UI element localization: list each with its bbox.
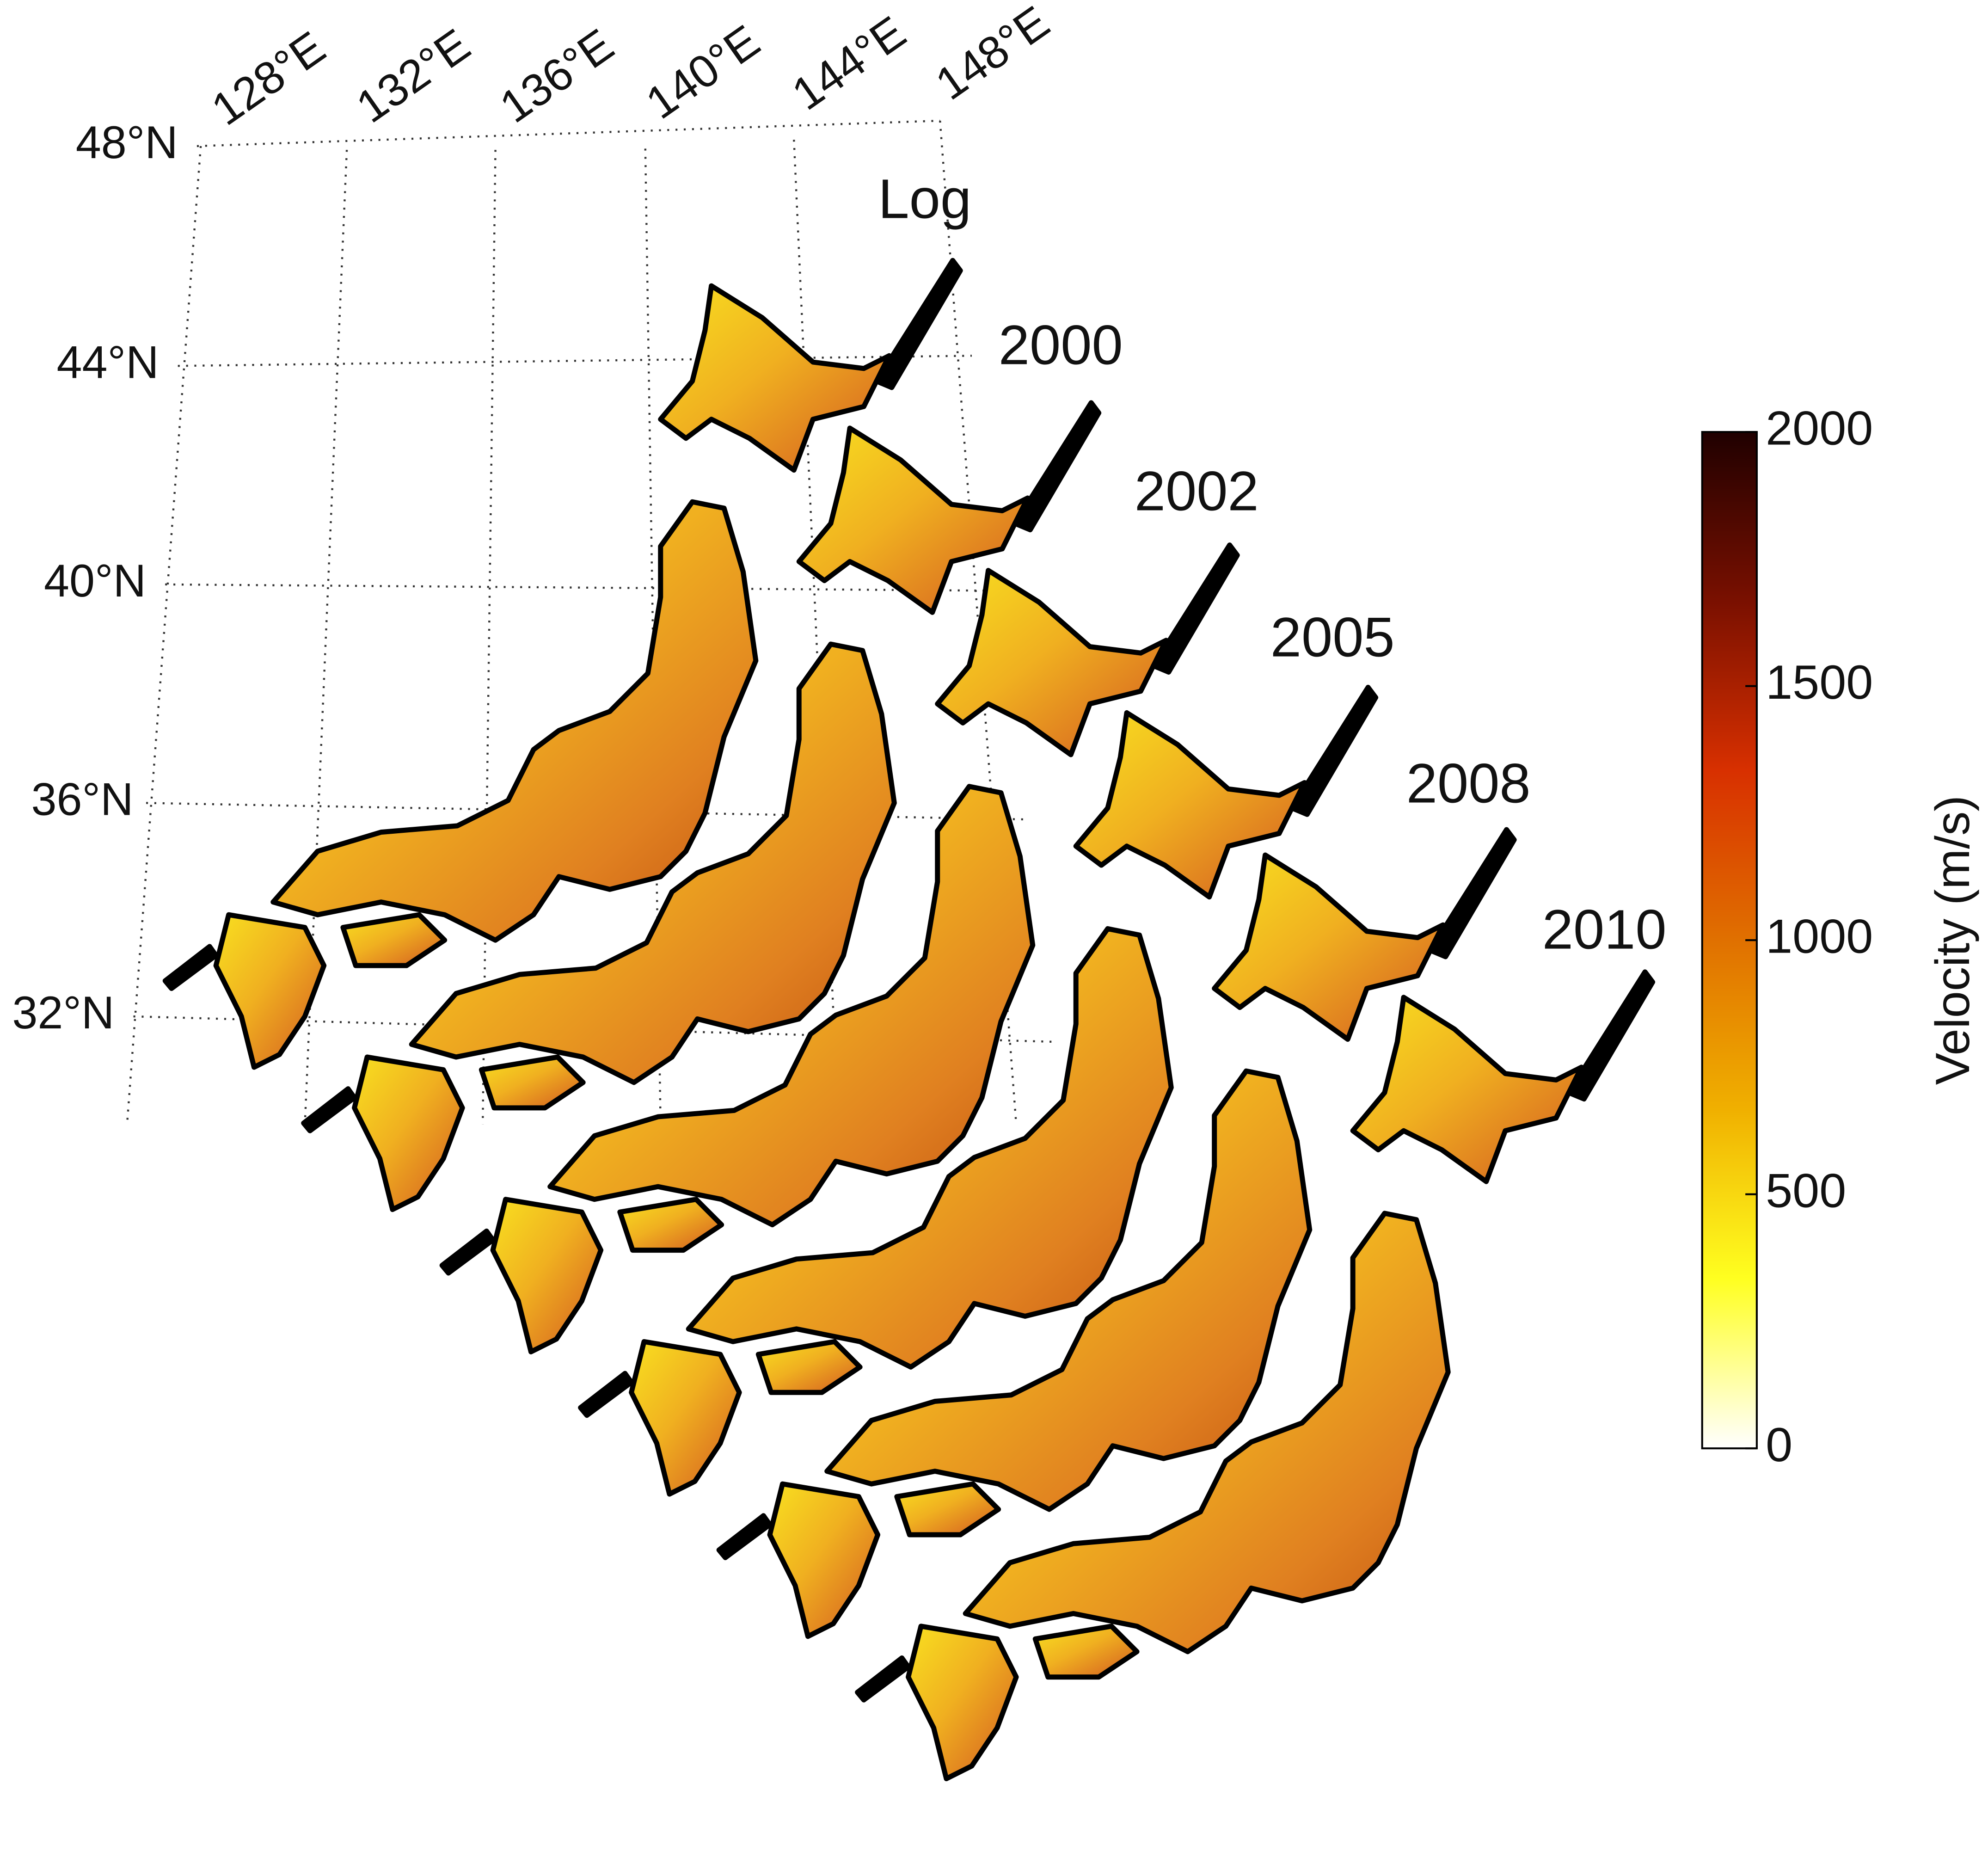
colorbar-tick-label: 2000 [1766, 401, 1873, 455]
lat-label: 40°N [44, 555, 146, 606]
lat-label: 48°N [76, 117, 178, 168]
panel-label: 2010 [1542, 898, 1667, 960]
panel-label: 2005 [1270, 606, 1395, 668]
lon-label: 136°E [491, 18, 622, 132]
colorbar: Velocity (m/s) 0 500 1000 1500 2000 [1701, 401, 1980, 1472]
panel-label: 2000 [999, 314, 1123, 376]
panel-label: 2002 [1135, 460, 1259, 522]
colorbar-tick-label: 1500 [1766, 655, 1873, 709]
lon-label: 144°E [783, 6, 914, 120]
lat-label: 32°N [12, 987, 114, 1038]
panel-label: 2008 [1406, 752, 1531, 814]
colorbar-tick-label: 1000 [1766, 910, 1873, 964]
lon-label: 132°E [347, 18, 479, 132]
colorbar-tick-label: 500 [1766, 1163, 1846, 1218]
panels [165, 260, 1652, 1778]
lon-label: 148°E [927, 0, 1058, 110]
lat-label: 36°N [31, 774, 134, 825]
colorbar-label: Velocity (m/s) [1926, 795, 1980, 1085]
panel-label: Log [878, 168, 971, 230]
lon-label: 128°E [202, 21, 334, 135]
lat-label: 44°N [57, 336, 159, 388]
colorbar-tick-label: 0 [1766, 1418, 1792, 1472]
lon-label: 140°E [637, 15, 768, 129]
